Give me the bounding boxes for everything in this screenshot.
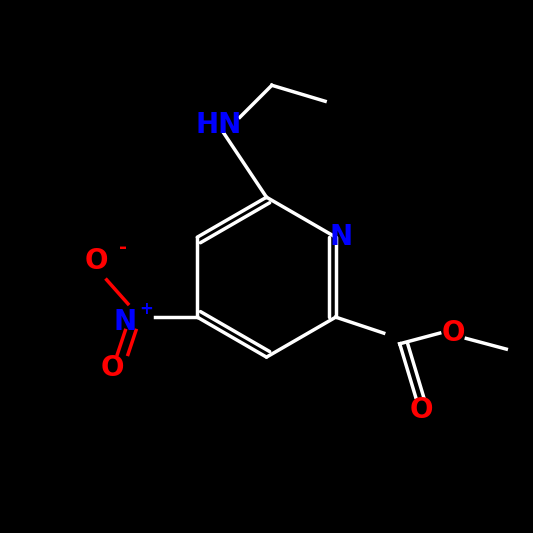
Text: N: N [329,223,353,251]
Text: -: - [119,238,127,257]
Text: N: N [114,309,137,336]
Text: O: O [409,397,433,424]
Text: O: O [100,354,124,382]
Text: HN: HN [196,111,241,139]
Text: O: O [441,319,465,347]
Text: O: O [84,247,108,275]
Text: +: + [140,300,154,318]
